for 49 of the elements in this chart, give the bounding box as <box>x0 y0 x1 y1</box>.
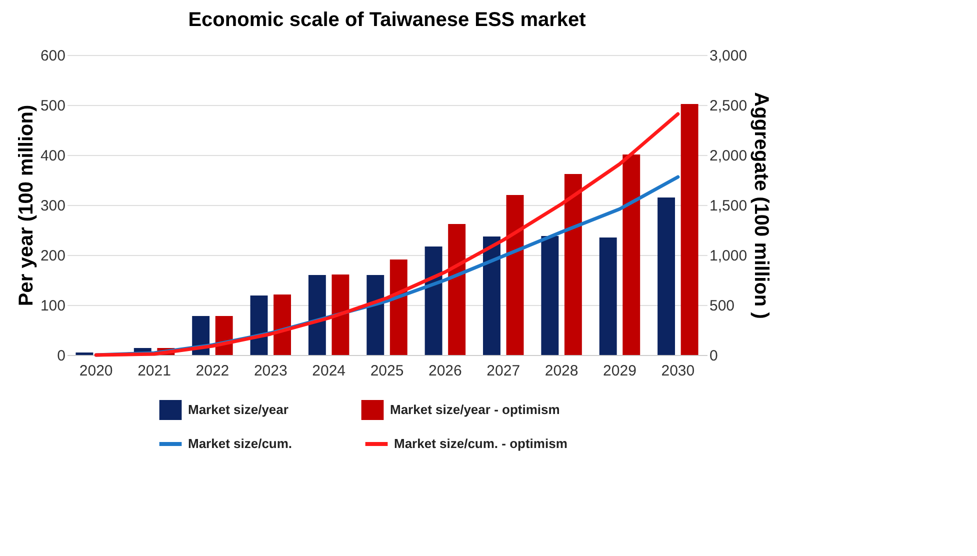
y2-tick-label: 3,000 <box>710 48 748 64</box>
bar <box>541 236 559 355</box>
y-tick-label: 400 <box>40 148 66 164</box>
bar <box>506 195 524 355</box>
y2-axis-title: Aggregate (100 million ) <box>750 92 772 319</box>
y-tick-label: 100 <box>40 298 66 314</box>
y2-tick-label: 500 <box>710 298 735 314</box>
x-tick-label: 2022 <box>196 362 230 380</box>
y2-tick-label: 2,000 <box>710 148 748 164</box>
x-tick-label: 2029 <box>603 362 636 380</box>
bar <box>424 246 442 355</box>
x-tick-label: 2024 <box>312 362 346 380</box>
x-tick-label: 2030 <box>661 362 695 380</box>
x-tick-label: 2023 <box>254 362 288 380</box>
legend-label: Market size/year <box>188 402 288 417</box>
x-tick-label: 2020 <box>79 362 113 380</box>
y2-tick-label: 0 <box>710 348 718 364</box>
legend-label: Market size/cum. <box>188 436 292 451</box>
bar <box>274 294 291 355</box>
y-tick-label: 500 <box>40 98 66 114</box>
y2-tick-label: 1,000 <box>710 248 748 264</box>
bar <box>564 174 582 355</box>
y-tick-label: 200 <box>40 248 66 264</box>
x-tick-label: 2026 <box>428 362 462 380</box>
bar <box>250 296 268 355</box>
bar <box>308 275 326 355</box>
bar <box>680 104 698 355</box>
legend-label: Market size/cum. - optimism <box>394 436 568 451</box>
bar <box>390 260 408 355</box>
bar <box>658 198 675 355</box>
y-axis-title: Per year (100 million) <box>15 104 38 306</box>
line-series <box>94 112 680 357</box>
y-tick-label: 600 <box>40 48 66 64</box>
bar <box>366 275 384 355</box>
x-tick-label: 2028 <box>544 362 578 380</box>
y2-tick-label: 1,500 <box>710 198 748 214</box>
x-tick-label: 2021 <box>138 362 171 380</box>
y-tick-label: 0 <box>57 348 66 364</box>
y-tick-label: 300 <box>40 198 66 214</box>
bar <box>448 224 466 355</box>
bar <box>483 236 500 355</box>
bar <box>622 154 640 355</box>
y2-tick-label: 2,500 <box>710 98 748 114</box>
bar <box>332 274 350 355</box>
x-tick-label: 2027 <box>486 362 520 380</box>
x-tick-label: 2025 <box>370 362 404 380</box>
bar <box>599 238 617 355</box>
legend-label: Market size/year - optimism <box>390 402 560 417</box>
chart-title: Economic scale of Taiwanese ESS market <box>188 9 586 31</box>
